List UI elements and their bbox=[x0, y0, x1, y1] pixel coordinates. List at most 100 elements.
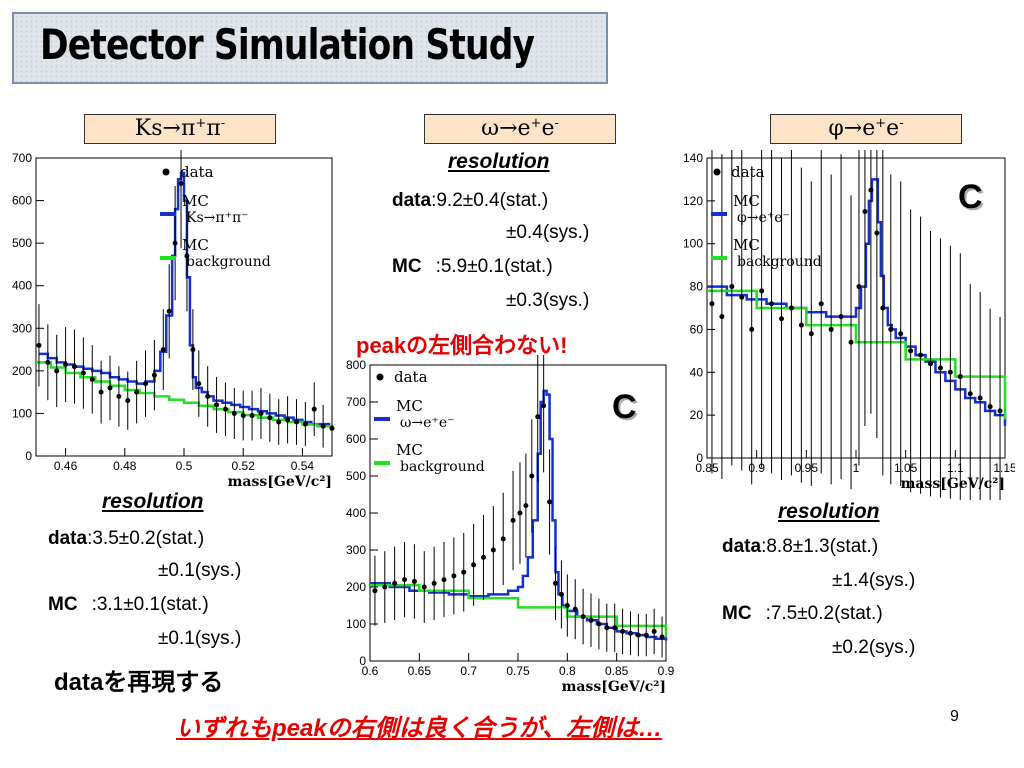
right-res-mc-sys: ±0.2(sys.) bbox=[832, 637, 916, 658]
data-point bbox=[596, 621, 602, 627]
data-point bbox=[541, 403, 547, 409]
data-point bbox=[987, 404, 993, 410]
y-tick-label: 120 bbox=[683, 194, 703, 208]
data-point bbox=[54, 368, 60, 374]
data-point bbox=[558, 591, 564, 597]
data-point bbox=[828, 326, 834, 332]
data-point bbox=[651, 628, 657, 634]
x-tick-label: 0.9 bbox=[748, 461, 765, 475]
data-point bbox=[997, 408, 1003, 414]
data-point bbox=[71, 364, 77, 370]
data-point bbox=[471, 562, 477, 568]
x-tick-label: 1 bbox=[853, 461, 860, 475]
y-tick-label: 200 bbox=[346, 580, 366, 594]
data-point bbox=[98, 389, 104, 395]
left-resolution-title: resolution bbox=[102, 490, 204, 513]
data-point bbox=[480, 554, 486, 560]
data-point bbox=[729, 284, 735, 290]
data-point bbox=[769, 301, 775, 307]
legend-label: MC bbox=[396, 441, 423, 459]
data-point bbox=[898, 331, 904, 337]
x-tick-label: 1.15 bbox=[993, 461, 1015, 475]
center-resolution-title: resolution bbox=[448, 150, 550, 173]
legend-sublabel: φ→e⁺e⁻ bbox=[737, 210, 790, 226]
data-point bbox=[107, 385, 113, 391]
data-point bbox=[880, 305, 886, 311]
data-points bbox=[372, 355, 665, 658]
legend-data-marker bbox=[376, 373, 384, 381]
legend-label: MC bbox=[396, 397, 423, 415]
data-point bbox=[572, 606, 578, 612]
legend-sublabel: background bbox=[737, 254, 822, 270]
data-point bbox=[510, 517, 516, 523]
data-point bbox=[160, 347, 166, 353]
data-point bbox=[564, 603, 570, 608]
y-tick-label: 700 bbox=[346, 395, 366, 409]
data-point bbox=[759, 288, 765, 294]
data-point bbox=[604, 625, 610, 631]
center-res-data: data:9.2±0.4(stat.) bbox=[392, 190, 549, 211]
left-res-data-sys: ±0.1(sys.) bbox=[158, 560, 242, 581]
y-tick-label: 80 bbox=[690, 280, 704, 294]
data-point bbox=[888, 326, 894, 332]
x-tick-label: 0.46 bbox=[54, 459, 78, 473]
data-point bbox=[552, 580, 558, 586]
data-point bbox=[166, 308, 172, 314]
x-tick-label: 1.05 bbox=[894, 461, 918, 475]
x-tick-label: 0.6 bbox=[362, 664, 379, 678]
legend-label: MC bbox=[182, 236, 209, 254]
histogram-background bbox=[707, 289, 1007, 420]
legend-label: MC bbox=[182, 192, 209, 210]
omega-decay-label: ω→e+e- bbox=[424, 114, 616, 144]
x-tick-label: 0.52 bbox=[232, 459, 256, 473]
y-tick-label: 500 bbox=[346, 469, 366, 483]
data-point bbox=[258, 410, 264, 416]
c-mark-right: C bbox=[958, 178, 983, 216]
data-point bbox=[190, 347, 196, 353]
x-tick-label: 0.7 bbox=[460, 664, 477, 678]
data-point bbox=[937, 365, 943, 371]
data-point bbox=[908, 348, 914, 354]
data-point bbox=[808, 331, 814, 337]
y-tick-label: 300 bbox=[346, 543, 366, 557]
data-point bbox=[178, 181, 184, 187]
legend-data-marker bbox=[713, 168, 721, 176]
data-point bbox=[779, 316, 784, 322]
data-point bbox=[709, 301, 715, 307]
y-tick-label: 100 bbox=[12, 406, 32, 420]
data-point bbox=[63, 361, 69, 367]
data-point bbox=[80, 370, 86, 376]
y-tick-label: 400 bbox=[346, 506, 366, 520]
c-mark-center: C bbox=[612, 388, 637, 426]
data-points bbox=[709, 150, 1003, 500]
data-point bbox=[411, 578, 417, 584]
data-point bbox=[848, 339, 854, 345]
data-point bbox=[523, 503, 529, 509]
data-point bbox=[838, 314, 844, 320]
x-tick-label: 0.85 bbox=[605, 664, 629, 678]
y-tick-label: 140 bbox=[683, 151, 703, 165]
y-tick-label: 40 bbox=[690, 365, 704, 379]
data-point bbox=[957, 374, 963, 380]
y-tick-label: 700 bbox=[12, 151, 32, 165]
legend-label: data bbox=[180, 163, 214, 181]
data-point bbox=[967, 391, 973, 397]
x-tick-label: 0.9 bbox=[658, 664, 675, 678]
data-point bbox=[739, 294, 745, 300]
x-tick-label: 0.75 bbox=[506, 664, 530, 678]
data-point bbox=[311, 406, 317, 412]
data-point bbox=[116, 393, 122, 399]
y-tick-label: 100 bbox=[683, 237, 703, 251]
data-point bbox=[45, 359, 51, 365]
data-point bbox=[222, 406, 228, 412]
data-point bbox=[151, 372, 157, 378]
legend-sublabel: Ks→π⁺π⁻ bbox=[186, 210, 249, 226]
y-tick-label: 800 bbox=[346, 358, 366, 372]
data-point bbox=[372, 588, 378, 594]
data-point bbox=[535, 414, 541, 420]
data-point bbox=[276, 419, 282, 425]
peak-left-mismatch-note: peakの左側合わない! bbox=[356, 333, 568, 358]
y-tick-label: 0 bbox=[359, 654, 366, 668]
data-point bbox=[196, 381, 202, 387]
